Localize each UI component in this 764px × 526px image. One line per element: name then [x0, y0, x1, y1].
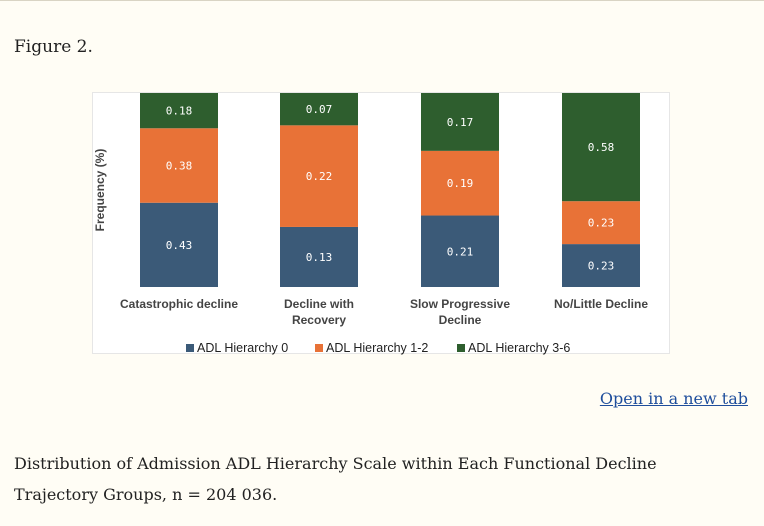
y-axis-label: Frequency (%) [93, 149, 107, 232]
bar-segment [421, 215, 499, 287]
data-label: 0.13 [306, 251, 333, 264]
data-label: 0.18 [166, 105, 193, 118]
data-label: 0.23 [588, 217, 615, 230]
figure-caption: Distribution of Admission ADL Hierarchy … [14, 454, 657, 504]
bar-segment [280, 93, 358, 126]
data-label: 0.23 [588, 260, 615, 273]
category-label: Slow Progressive [410, 297, 510, 311]
data-label: 0.19 [447, 177, 474, 190]
legend-label: ADL Hierarchy 0 [197, 341, 288, 355]
legend-swatch [186, 344, 194, 352]
chart-container: 0.43 0.38 0.18 Catastrophic decline 0.13 0.22… [92, 92, 670, 355]
bar-segment [140, 128, 218, 203]
stacked-bar-chart: 0.43 0.38 0.18 Catastrophic decline 0.13 0.22… [93, 93, 648, 355]
legend-label: ADL Hierarchy 1-2 [326, 341, 428, 355]
legend-swatch [457, 344, 465, 352]
legend-swatch [315, 344, 323, 352]
bar-segment [421, 150, 499, 216]
data-label: 0.22 [306, 170, 333, 183]
bar-segment [140, 93, 218, 129]
category-label: Catastrophic decline [120, 297, 238, 311]
category-label: Recovery [292, 313, 346, 327]
data-label: 0.17 [447, 116, 474, 129]
data-label: 0.38 [166, 160, 193, 173]
bar-segment [280, 125, 358, 227]
category-label: Decline [439, 313, 482, 327]
category-label: No/Little Decline [554, 297, 648, 311]
bar-segment [562, 244, 640, 287]
bar-segment [562, 93, 640, 202]
bar-segment [562, 201, 640, 245]
data-label: 0.43 [166, 239, 193, 252]
bar-segment [140, 202, 218, 287]
top-divider [0, 0, 764, 1]
data-label: 0.58 [588, 141, 615, 154]
category-label: Decline with [284, 297, 354, 311]
figure-label: Figure 2. [14, 37, 93, 57]
bar-segment [421, 93, 499, 151]
data-label: 0.21 [447, 245, 474, 258]
data-label: 0.07 [306, 103, 333, 116]
bar-segment [280, 226, 358, 287]
open-in-new-tab-link[interactable]: Open in a new tab [599, 389, 748, 408]
legend-label: ADL Hierarchy 3-6 [468, 341, 570, 355]
